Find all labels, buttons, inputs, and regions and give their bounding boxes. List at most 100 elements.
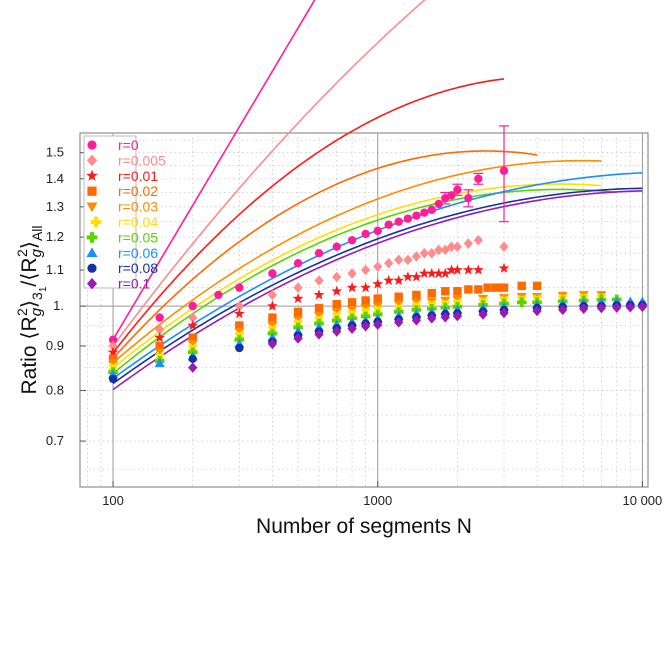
data-point — [558, 304, 568, 316]
data-point — [107, 346, 119, 357]
data-point — [412, 211, 421, 220]
data-point — [434, 244, 444, 256]
data-point — [188, 362, 198, 373]
data-point — [361, 321, 371, 332]
data-point — [233, 308, 245, 319]
data-point — [373, 319, 383, 330]
data-point — [293, 307, 303, 317]
data-point — [108, 354, 118, 364]
data-point — [314, 249, 324, 258]
x-tick-label: 10 000 — [623, 493, 663, 508]
data-point — [463, 238, 473, 249]
data-point — [361, 229, 370, 239]
data-point — [452, 310, 463, 322]
data-point — [235, 321, 244, 330]
data-point — [516, 297, 527, 308]
data-point — [499, 166, 509, 175]
data-point — [419, 247, 429, 259]
data-point — [108, 374, 118, 384]
data-point — [394, 317, 404, 328]
data-point — [90, 216, 102, 228]
fit-curves — [112, 0, 643, 391]
legend: r=0r=0.005r=0.01r=0.02r=0.03r=0.04r=0.05… — [83, 135, 166, 292]
data-point — [331, 310, 342, 321]
data-point — [372, 302, 383, 312]
data-point — [474, 285, 483, 294]
data-point — [427, 313, 437, 324]
data-point — [235, 343, 244, 353]
x-tick-label: 1000 — [363, 493, 392, 508]
data-point — [187, 340, 198, 349]
data-point — [427, 247, 437, 259]
data-point — [314, 275, 324, 286]
data-point — [86, 169, 98, 181]
data-point — [394, 292, 403, 301]
data-point — [331, 308, 342, 317]
y-tick-label: 0.7 — [46, 433, 64, 448]
data-point — [234, 300, 244, 312]
data-point — [452, 264, 463, 275]
data-point — [332, 242, 341, 251]
data-point — [313, 289, 325, 300]
data-point — [373, 226, 382, 236]
data-point — [625, 301, 635, 313]
legend-label: r=0 — [118, 137, 139, 153]
data-point — [433, 267, 445, 279]
data-point — [517, 281, 526, 291]
data-point — [440, 296, 451, 306]
data-point — [188, 312, 198, 323]
data-point — [446, 241, 457, 252]
data-point — [267, 321, 278, 331]
fit-curve — [112, 78, 505, 354]
data-point — [612, 302, 622, 313]
data-point — [499, 283, 509, 292]
legend-label: r=0.03 — [118, 199, 158, 215]
y-tick-label: 0.8 — [46, 383, 64, 398]
y-tick-label: 1.1 — [46, 262, 64, 277]
data-point — [403, 214, 413, 223]
data-point — [235, 283, 244, 292]
data-point — [155, 341, 164, 351]
y-tick-label: 1.5 — [46, 145, 64, 160]
fit-curve — [112, 150, 538, 359]
data-point — [426, 267, 438, 279]
data-point — [314, 303, 324, 313]
data-point — [462, 264, 474, 275]
data-point — [90, 216, 102, 228]
data-point — [360, 304, 371, 314]
data-point — [293, 259, 303, 268]
data-point — [361, 296, 370, 305]
data-point — [472, 264, 484, 275]
data-point — [464, 285, 473, 294]
data-point — [483, 283, 492, 292]
data-point — [267, 300, 278, 311]
x-axis-ticks: 100 1000 10 000 — [102, 481, 662, 508]
data-point — [393, 300, 404, 310]
data-point — [453, 287, 462, 296]
data-point — [108, 359, 119, 369]
data-point — [87, 263, 97, 273]
data-point — [314, 329, 324, 340]
data-point — [293, 315, 304, 325]
x-tick-label: 100 — [102, 493, 124, 508]
x-axis-label: Number of segments N — [256, 515, 472, 538]
data-point — [412, 290, 421, 300]
data-point — [347, 236, 357, 245]
data-point — [447, 191, 456, 200]
data-point — [347, 323, 357, 334]
data-point — [453, 185, 462, 194]
data-point — [188, 333, 197, 342]
data-point — [393, 274, 405, 286]
data-point — [347, 298, 357, 307]
data-point — [360, 281, 372, 293]
data-point — [411, 251, 422, 262]
data-point — [434, 199, 443, 209]
data-point — [499, 307, 509, 319]
data-point — [347, 306, 358, 315]
data-point — [292, 292, 304, 304]
data-point — [347, 268, 357, 279]
data-point — [499, 241, 509, 252]
legend-label: r=0.05 — [118, 229, 158, 245]
data-point — [384, 220, 393, 229]
fit-curve — [112, 159, 602, 364]
